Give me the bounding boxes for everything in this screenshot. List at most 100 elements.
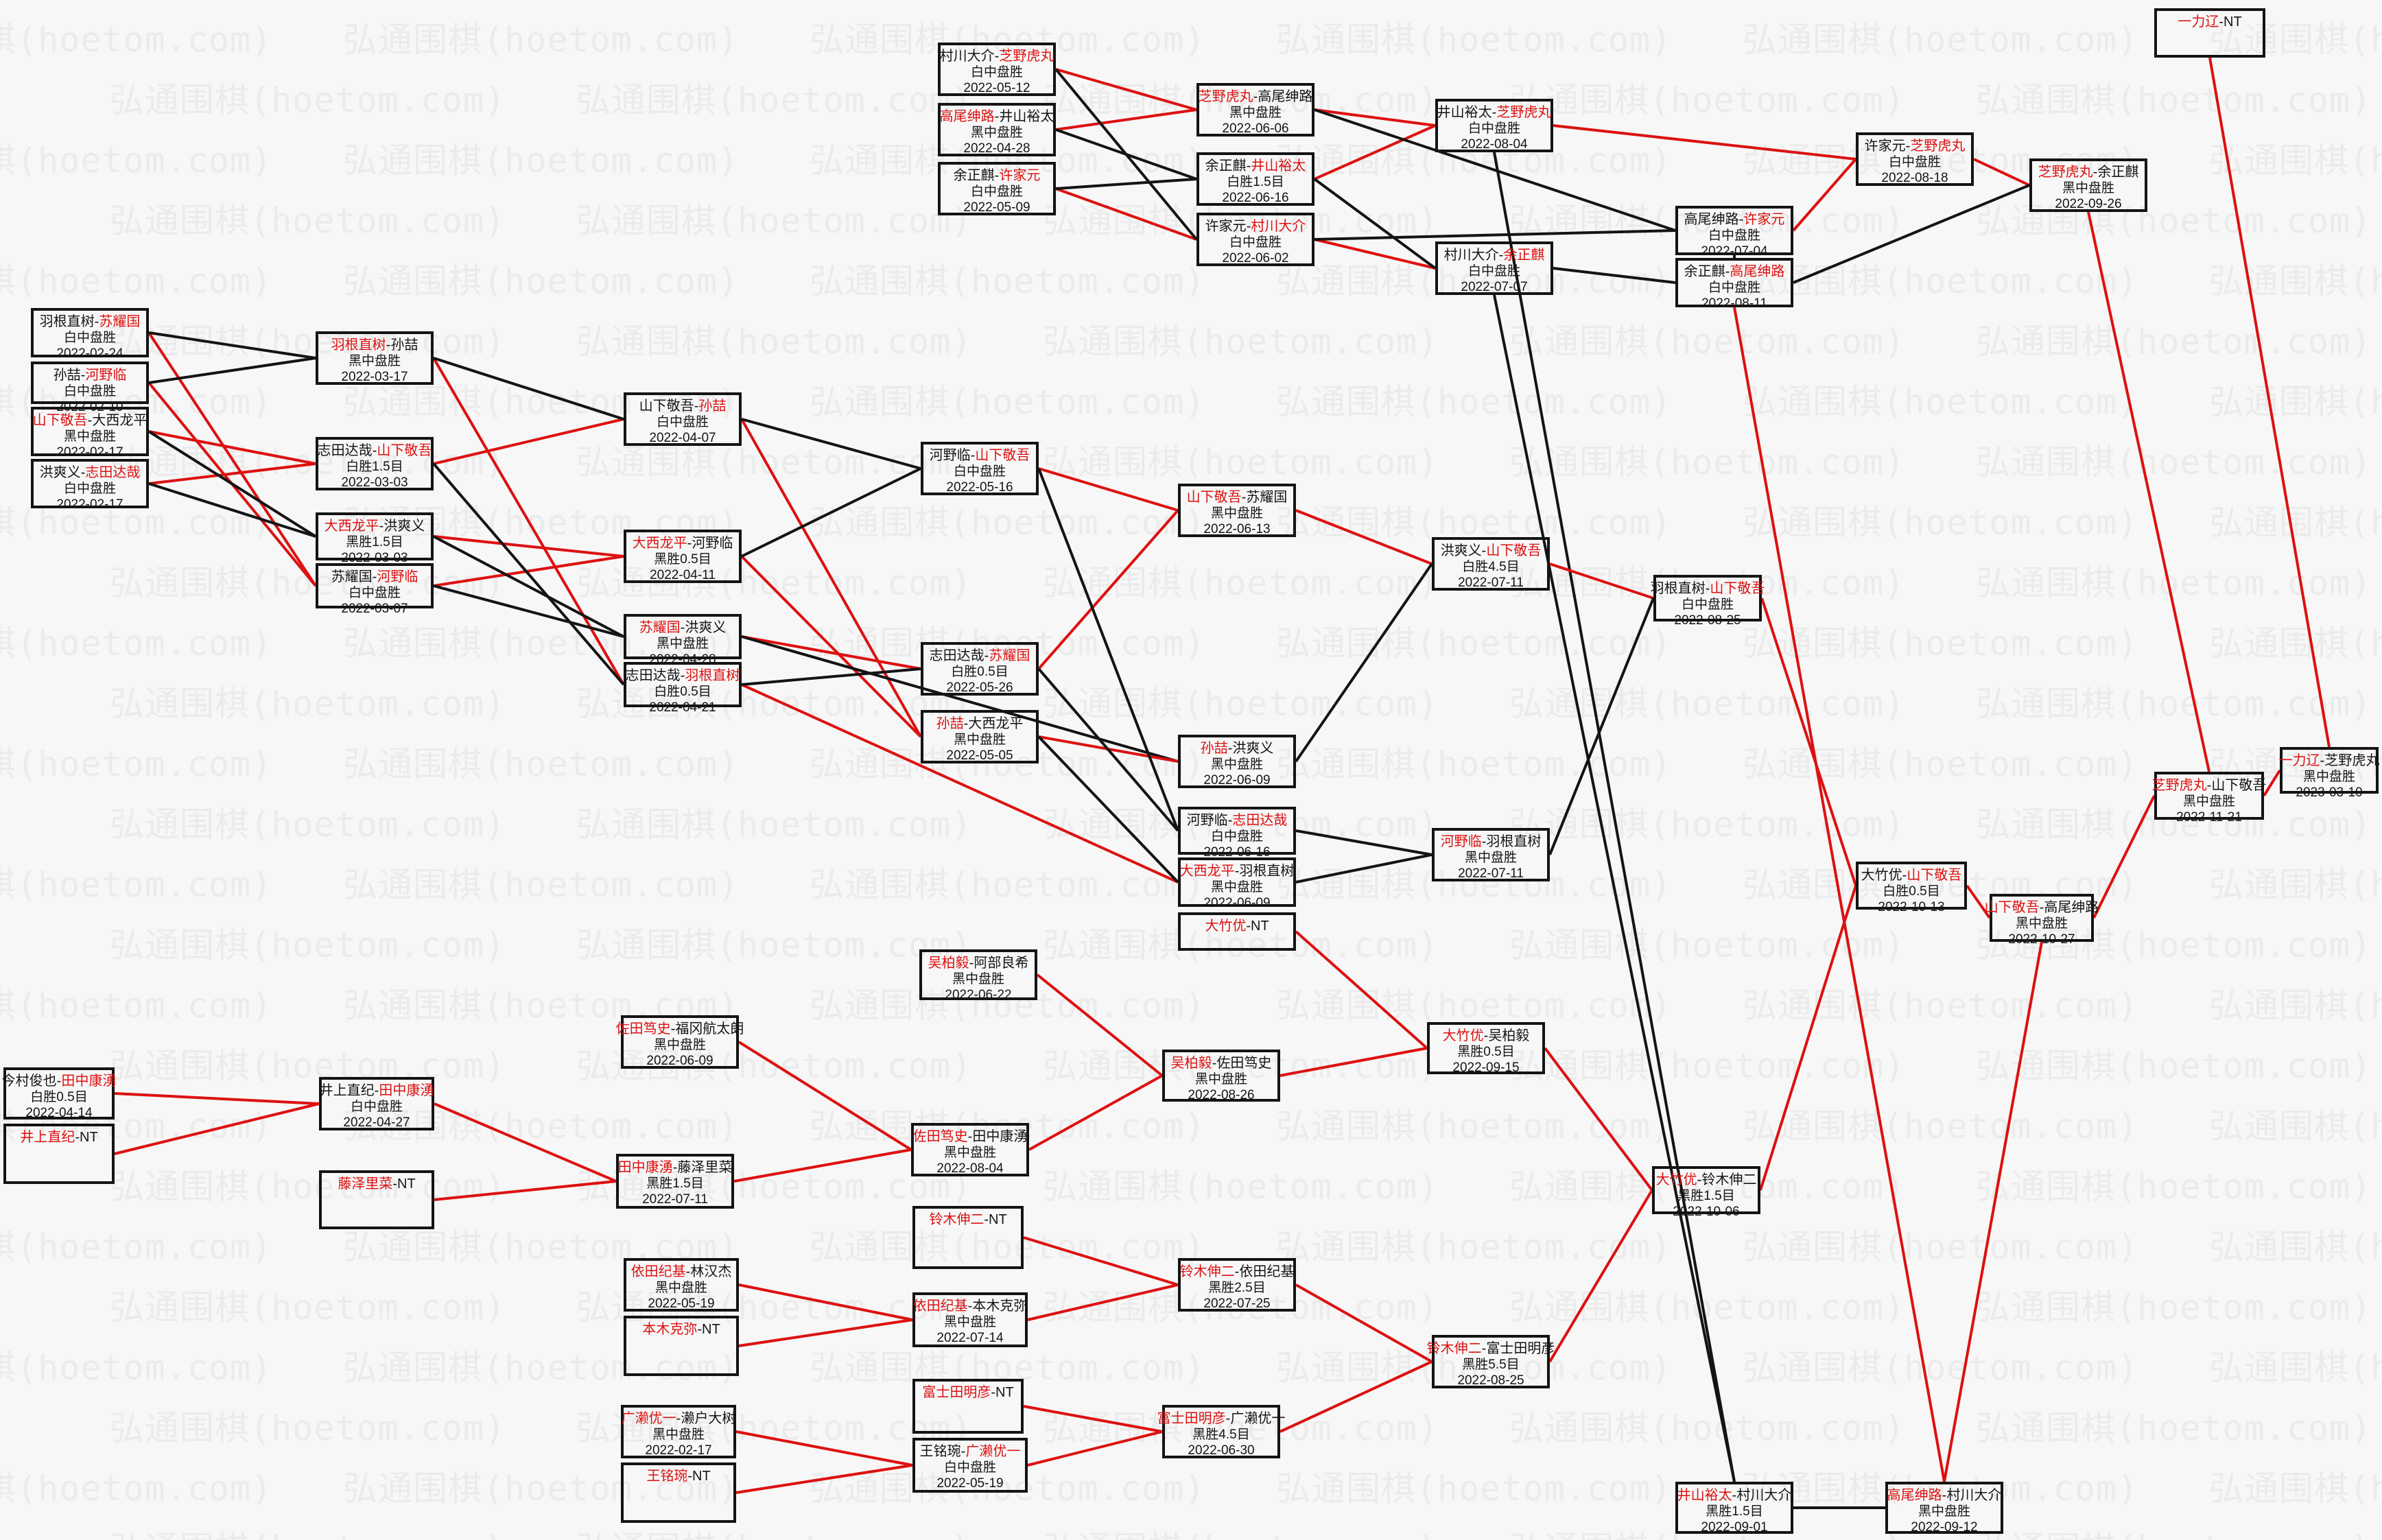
matchup-label: 田中康湧-藤泽里菜: [618, 1160, 733, 1176]
match-node-Q2[interactable]: 河野临-羽根直树 黑中盘胜 2022-07-11: [1432, 828, 1550, 881]
match-node-M3[interactable]: 大西龙平-洪爽义 黑胜1.5目 2022-03-03: [316, 512, 434, 565]
match-node-B1[interactable]: 芝野虎丸-高尾绅路 黑中盘胜 2022-06-06: [1196, 83, 1314, 137]
match-node-X5[interactable]: 铃木伸二-依田纪基 黑胜2.5目 2022-07-25: [1178, 1258, 1296, 1312]
match-node-L3[interactable]: 山下敬吾-大西龙平 黑中盘胜 2022-02-17: [31, 407, 149, 460]
match-node-H2[interactable]: 一力辽-芝野虎丸 黑中盘胜 2023-03-10: [2279, 747, 2380, 800]
match-node-Y4[interactable]: 富士田明彦-广濑优一 黑胜4.5目 2022-06-30: [1157, 1405, 1285, 1458]
match-node-Y1[interactable]: 广濑优一-濑户大树 黑中盘胜 2022-02-17: [621, 1405, 736, 1458]
match-node-E1[interactable]: 许家元-芝野虎丸 白中盘胜 2022-08-18: [1856, 132, 1974, 186]
match-node-Q1[interactable]: 洪爽义-山下敬吾 白胜4.5目 2022-07-11: [1432, 537, 1550, 591]
matchup-label: 一力辽-芝野虎丸: [2279, 753, 2380, 769]
matchup-label: 吴柏毅-阿部良希: [928, 956, 1029, 971]
dash: -: [969, 956, 974, 971]
match-node-Z1[interactable]: 铃木伸二-富士田明彦 黑胜5.5目 2022-08-25: [1427, 1335, 1555, 1388]
matchup-label: 志田达哉-山下敬吾: [318, 443, 432, 459]
match-node-L1[interactable]: 羽根直树-苏耀国 白中盘胜 2022-02-24: [31, 308, 149, 361]
match-node-O2[interactable]: 志田达哉-苏耀国 白胜0.5目 2022-05-26: [921, 642, 1039, 696]
match-node-R1[interactable]: 羽根直树-山下敬吾 白中盘胜 2022-08-25: [1651, 575, 1765, 628]
player2-name: 铃木伸二: [1701, 1172, 1757, 1187]
match-node-P1[interactable]: 山下敬吾-苏耀国 黑中盘胜 2022-06-13: [1178, 484, 1296, 537]
matchup-label: 铃木伸二-依田纪基: [1180, 1264, 1295, 1280]
dash: -: [1942, 1488, 1947, 1503]
loser-path-line: [433, 584, 624, 638]
matchup-label: 井上直纪-田中康湧: [320, 1083, 434, 1099]
player2-name: 井山裕太: [999, 109, 1054, 124]
loser-path-line: [1295, 562, 1433, 763]
match-node-P4[interactable]: 大西龙平-羽根直树 黑中盘胜 2022-06-09: [1178, 857, 1296, 910]
match-node-N4[interactable]: 志田达哉-羽根直树 白胜0.5目 2022-04-21: [624, 662, 742, 715]
winner-path-line: [148, 462, 316, 485]
match-node-X4[interactable]: 依田纪基-本木克弥 黑中盘胜 2022-07-14: [912, 1292, 1028, 1347]
winner-path-line: [1023, 1405, 1163, 1433]
match-node-X2[interactable]: 依田纪基-林汉杰 黑中盘胜 2022-05-19: [624, 1258, 739, 1312]
match-node-L4[interactable]: 洪爽义-志田达哉 白中盘胜 2022-02-17: [31, 459, 149, 512]
dash: -: [374, 1083, 379, 1098]
matchup-label: 高尾绅路-井山裕太: [940, 109, 1054, 125]
player1-name: 依田纪基: [630, 1264, 686, 1279]
match-node-T2[interactable]: 藤泽里菜-NT: [319, 1170, 434, 1229]
matchup-label: 孙喆-河野临: [54, 368, 127, 383]
match-node-P2[interactable]: 孙喆-洪爽义 黑中盘胜 2022-06-09: [1178, 735, 1296, 788]
match-node-Y2[interactable]: 王铭琬-NT: [621, 1462, 736, 1523]
result-label: 白胜1.5目: [346, 460, 403, 474]
match-node-L2[interactable]: 孙喆-河野临 白中盘胜 2022-02-10: [31, 362, 149, 414]
match-node-X1[interactable]: 铃木伸二-NT: [912, 1206, 1024, 1269]
player2-name: NT: [989, 1212, 1007, 1227]
match-node-X3[interactable]: 本木克弥-NT: [624, 1316, 739, 1376]
match-node-A1[interactable]: 村川大介-芝野虎丸 白中盘胜 2022-05-12: [938, 43, 1056, 96]
match-node-M2[interactable]: 志田达哉-山下敬吾 白胜1.5目 2022-03-03: [316, 437, 434, 490]
match-node-M4[interactable]: 苏耀国-河野临 白中盘胜 2022-03-07: [316, 563, 434, 616]
player2-name: 依田纪基: [1239, 1264, 1295, 1279]
match-node-V3[interactable]: 山下敬吾-高尾绅路 黑中盘胜 2022-10-27: [1985, 894, 2099, 947]
player2-name: NT: [80, 1130, 98, 1145]
match-node-U4[interactable]: 佐田笃史-田中康湧 黑中盘胜 2022-08-04: [911, 1123, 1029, 1176]
match-node-A2[interactable]: 高尾绅路-井山裕太 黑中盘胜 2022-04-28: [938, 103, 1056, 156]
match-node-D2[interactable]: 余正麒-高尾绅路 白中盘胜 2022-08-11: [1675, 258, 1793, 311]
loser-path-line: [1493, 294, 1736, 1482]
match-node-D1[interactable]: 高尾绅路-许家元 白中盘胜 2022-07-04: [1675, 206, 1793, 259]
match-node-W2[interactable]: 大竹优-铃木伸二 黑胜1.5目 2022-10-06: [1652, 1166, 1760, 1219]
winner-path-line: [1295, 509, 1432, 565]
match-node-Y3[interactable]: 王铭琬-广濑优一 白中盘胜 2022-05-19: [912, 1438, 1028, 1493]
date-label: 2022-10-27: [2008, 932, 2075, 947]
winner-path-line: [740, 555, 922, 738]
dash: -: [80, 368, 86, 383]
winner-path-line: [1055, 68, 1197, 111]
player1-name: 佐田笃史: [912, 1129, 968, 1144]
match-node-F1[interactable]: 芝野虎丸-余正麒 黑中盘胜 2022-09-26: [2029, 158, 2147, 212]
match-node-Z3[interactable]: 高尾绅路-村川大介 黑中盘胜 2022-09-12: [1885, 1482, 2003, 1535]
match-node-O3[interactable]: 孙喆-大西龙平 黑中盘胜 2022-05-05: [921, 710, 1039, 763]
player2-name: 村川大介: [1946, 1488, 2002, 1503]
match-node-N3[interactable]: 苏耀国-洪爽义 黑中盘胜 2022-04-28: [624, 614, 742, 667]
match-node-C2[interactable]: 村川大介-余正麒 白中盘胜 2022-07-07: [1435, 241, 1553, 295]
match-node-A3[interactable]: 余正麒-许家元 白中盘胜 2022-05-09: [938, 162, 1056, 215]
match-node-P3[interactable]: 河野临-志田达哉 白中盘胜 2022-06-16: [1178, 807, 1296, 860]
match-node-X6[interactable]: 富士田明彦-NT: [912, 1379, 1024, 1434]
match-node-N1[interactable]: 山下敬吾-孙喆 白中盘胜 2022-04-07: [624, 392, 742, 446]
match-node-T1[interactable]: 井上直纪-田中康湧 白中盘胜 2022-04-27: [319, 1077, 434, 1130]
dash: -: [2219, 14, 2224, 29]
match-node-V1[interactable]: 吴柏毅-佐田笃史 黑中盘胜 2022-08-26: [1162, 1050, 1280, 1102]
match-node-G1[interactable]: 一力辽-NT: [2154, 8, 2265, 58]
match-node-V2[interactable]: 大竹优-山下敬吾 白胜0.5目 2022-10-13: [1856, 862, 1967, 914]
date-label: 2022-06-30: [1188, 1443, 1255, 1458]
match-node-S1[interactable]: 今村俊也-田中康湧 白胜0.5目 2022-04-14: [2, 1067, 116, 1120]
match-node-B3[interactable]: 许家元-村川大介 白中盘胜 2022-06-02: [1196, 213, 1314, 266]
match-node-H1[interactable]: 芝野虎丸-山下敬吾 黑中盘胜 2022-11-21: [2152, 772, 2266, 825]
player1-name: 山下敬吾: [1984, 900, 2040, 915]
match-node-N2[interactable]: 大西龙平-河野临 黑胜0.5目 2022-04-11: [624, 530, 742, 583]
match-node-U2[interactable]: 佐田笃史-福冈航太朗 黑中盘胜 2022-06-09: [616, 1015, 744, 1069]
match-node-W1[interactable]: 大竹优-吴柏毅 黑胜0.5目 2022-09-15: [1427, 1022, 1545, 1075]
winner-path-line: [1295, 930, 1428, 1050]
match-node-U1[interactable]: 吴柏毅-阿部良希 黑中盘胜 2022-06-22: [919, 949, 1037, 1002]
date-label: 2022-05-19: [936, 1476, 1004, 1491]
match-node-S2[interactable]: 井上直纪-NT: [3, 1124, 115, 1184]
match-node-C1[interactable]: 井山裕太-芝野虎丸 白中盘胜 2022-08-04: [1435, 99, 1553, 152]
match-node-P5[interactable]: 大竹优-NT: [1178, 912, 1296, 951]
match-node-Z2[interactable]: 井山裕太-村川大介 黑胜1.5目 2022-09-01: [1675, 1482, 1793, 1535]
match-node-U3[interactable]: 田中康湧-藤泽里菜 黑胜1.5目 2022-07-11: [616, 1154, 734, 1209]
match-node-M1[interactable]: 羽根直树-孙喆 黑中盘胜 2022-03-17: [316, 331, 434, 385]
match-node-O1[interactable]: 河野临-山下敬吾 白中盘胜 2022-05-16: [921, 442, 1039, 495]
player2-name: 山下敬吾: [1907, 868, 1962, 883]
match-node-B2[interactable]: 余正麒-井山裕太 白胜1.5目 2022-06-16: [1196, 152, 1314, 206]
